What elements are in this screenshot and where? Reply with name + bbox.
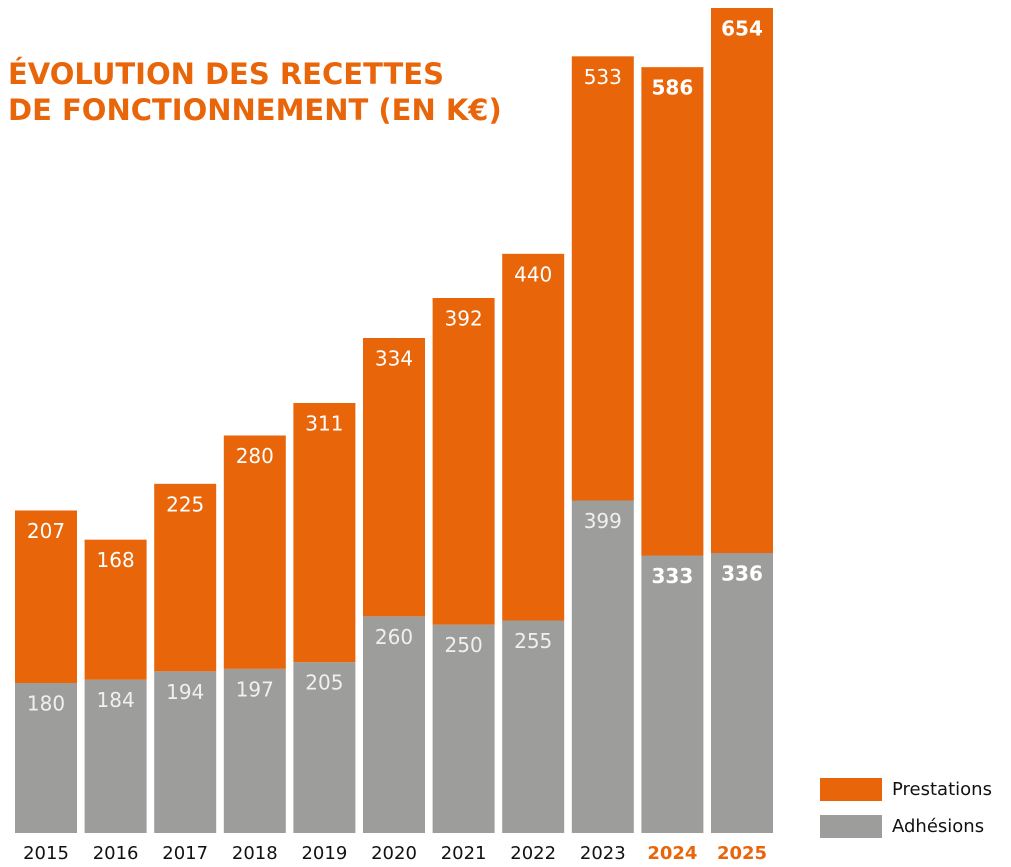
value-label: 197 [236,677,274,701]
bar-segment [84,539,147,680]
value-label: 654 [721,17,763,41]
chart-title: DE FONCTIONNEMENT (EN K€) [8,93,502,127]
value-label: 334 [375,347,413,371]
value-label: 333 [652,564,694,588]
bar-segment [223,435,286,669]
bar-segment [293,403,356,663]
bar-segment [84,679,147,833]
value-label: 586 [652,76,694,100]
value-label: 250 [445,633,483,657]
value-label: 207 [27,519,65,543]
x-tick-label: 2016 [93,843,139,864]
value-label: 205 [305,671,343,695]
bar-segment [15,683,77,833]
bar-segment [711,553,773,833]
value-label: 225 [166,492,204,516]
x-tick-label: 2017 [162,843,208,864]
x-tick-label: 2019 [301,843,347,864]
bar-segment [502,253,565,621]
bar-segment [502,620,565,833]
chart-title: ÉVOLUTION DES RECETTES [8,57,444,91]
value-label: 260 [375,625,413,649]
bar-segment [154,671,217,833]
x-tick-label: 2018 [232,843,278,864]
x-tick-label: 2022 [510,843,556,864]
value-label: 184 [97,688,135,712]
bar-segment [154,483,217,672]
legend-swatch [820,815,882,838]
value-label: 533 [584,65,622,89]
x-tick-label: 2015 [23,843,69,864]
bar-segment [223,668,286,833]
value-label: 399 [584,509,622,533]
x-tick-label: 2020 [371,843,417,864]
value-label: 194 [166,680,204,704]
legend-label: Adhésions [892,816,984,837]
x-tick-label: 2023 [580,843,626,864]
value-label: 180 [27,692,65,716]
bar-segment [711,8,773,553]
bar-segment [363,616,425,833]
value-label: 311 [305,412,343,436]
x-tick-label: 2025 [717,843,767,864]
bar-segment [571,56,634,501]
bar-segment [15,510,77,683]
value-label: 392 [445,307,483,331]
bar-segment [432,298,495,625]
value-label: 255 [514,629,552,653]
value-label: 168 [97,548,135,572]
legend-label: Prestations [892,779,992,800]
value-label: 280 [236,444,274,468]
bar-segment [293,662,356,833]
bar-segment [641,67,704,556]
value-label: 440 [514,262,552,286]
value-label: 336 [721,562,763,586]
bar-segment [432,624,495,833]
bar-segment [641,555,704,833]
bar-segment [363,338,425,617]
x-tick-label: 2021 [441,843,487,864]
bar-segment [571,500,634,833]
x-tick-label: 2024 [647,843,697,864]
legend-swatch [820,778,882,801]
